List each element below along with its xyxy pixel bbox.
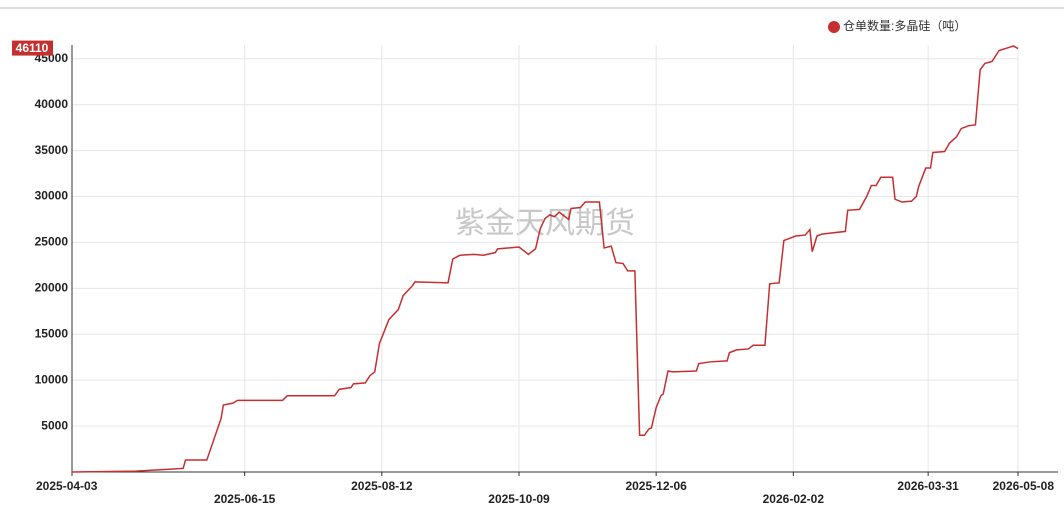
- x-tick-label: 2026-02-02: [763, 492, 825, 505]
- watermark: 紫金天风期货: [455, 207, 635, 240]
- legend-label: 仓单数量:多晶硅（吨）: [843, 18, 966, 33]
- y-tick-label: 20000: [35, 281, 69, 295]
- x-tick-label: 2025-10-09: [488, 492, 550, 505]
- x-tick-label: 2026-05-08: [993, 479, 1055, 493]
- legend-marker: [828, 21, 840, 33]
- x-tick-label: 2025-08-12: [351, 479, 413, 493]
- y-tick-label: 30000: [35, 189, 69, 203]
- y-tick-label: 5000: [41, 418, 68, 432]
- x-tick-label: 2025-06-15: [214, 492, 276, 505]
- current-value-tag: [12, 40, 53, 56]
- y-tick-label: 15000: [35, 326, 69, 340]
- current-value-label: 46110: [16, 41, 49, 55]
- x-tick-label: 2025-04-03: [36, 479, 98, 493]
- y-tick-label: 10000: [35, 372, 69, 386]
- y-tick-label: 25000: [35, 235, 69, 249]
- y-tick-label: 35000: [35, 143, 69, 157]
- x-tick-label: 2025-12-06: [625, 479, 687, 493]
- y-tick-label: 40000: [35, 97, 69, 111]
- series-line: [71, 45, 1019, 473]
- x-tick-label: 2026-03-31: [897, 479, 959, 493]
